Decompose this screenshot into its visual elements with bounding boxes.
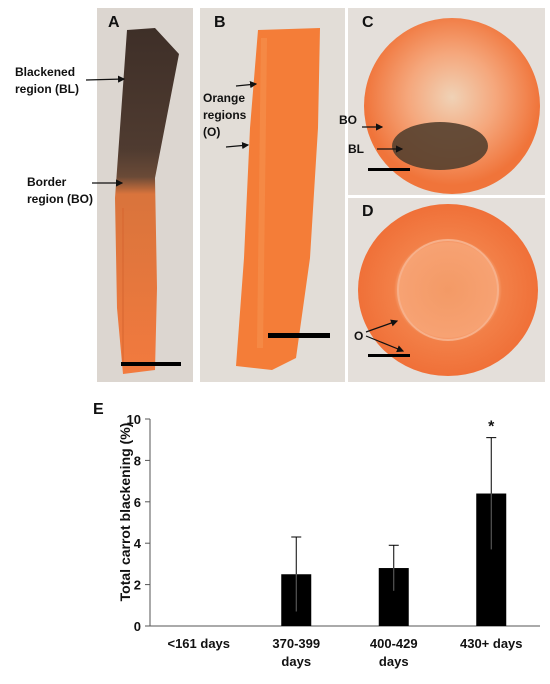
- bl-label: BL: [348, 142, 364, 156]
- bo-label: BO: [339, 113, 357, 127]
- y-tick-label: 8: [134, 453, 141, 468]
- chart-e: E Total carrot blackening (%) 0 2 4 6 8 10 <16…: [93, 401, 540, 669]
- blackened-label-line2: region (BL): [15, 82, 79, 96]
- panel-c-photo: [348, 8, 545, 195]
- orange-regions-label: Orange regions (O): [203, 90, 246, 141]
- panel-d-letter: D: [362, 203, 374, 220]
- panel-b-letter: B: [214, 14, 226, 31]
- y-tick-label: 2: [134, 578, 141, 593]
- orange-label-line2: regions: [203, 108, 247, 122]
- border-label-line2: region (BO): [27, 192, 93, 206]
- y-tick-label: 4: [134, 536, 142, 551]
- panel-b-photo: [200, 8, 345, 382]
- x-tick-label: 430+ days: [460, 636, 523, 651]
- o-label: O: [354, 329, 364, 343]
- significance-marker: *: [488, 419, 495, 436]
- x-tick-label: days: [379, 654, 409, 669]
- x-tick-label: days: [281, 654, 311, 669]
- panel-a-letter: A: [108, 14, 120, 31]
- orange-label-line1: Orange: [203, 91, 246, 105]
- x-tick-label: 370-399: [272, 636, 320, 651]
- carrot-slice-d-image: [358, 204, 538, 376]
- y-axis-label: Total carrot blackening (%): [117, 423, 133, 602]
- border-region-label: Border region (BO): [27, 174, 93, 208]
- chart-panel-letter: E: [93, 401, 104, 418]
- panel-c-letter: C: [362, 14, 374, 31]
- y-tick-label: 0: [134, 619, 141, 634]
- carrot-stick-a-image: [115, 28, 179, 374]
- x-tick-label: 400-429: [370, 636, 418, 651]
- border-label-line1: Border: [27, 175, 67, 189]
- carrot-slice-c-image: [364, 18, 540, 194]
- panel-a-photo: [97, 8, 193, 382]
- x-tick-label: <161 days: [167, 636, 230, 651]
- carrot-stick-b-image: [236, 28, 320, 370]
- y-tick-label: 10: [127, 412, 141, 427]
- blackened-label-line1: Blackened: [15, 65, 76, 79]
- orange-label-line3: (O): [203, 125, 221, 139]
- y-tick-label: 6: [134, 495, 141, 510]
- panel-d-photo: [348, 198, 545, 382]
- blackened-region-label: Blackened region (BL): [15, 64, 79, 98]
